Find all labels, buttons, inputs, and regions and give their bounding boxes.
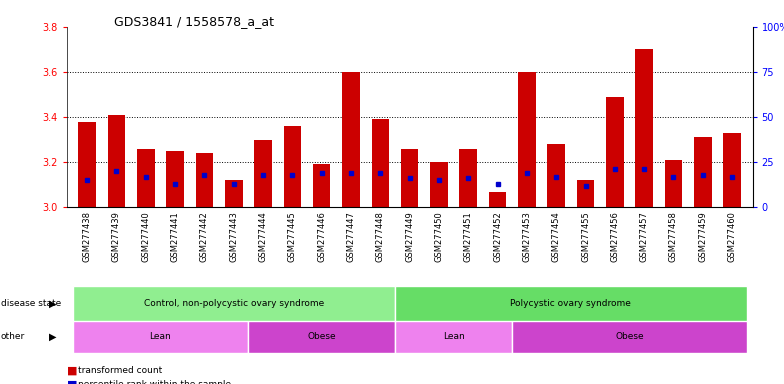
Text: ■: ■	[67, 380, 77, 384]
Text: ■: ■	[67, 366, 77, 376]
Bar	[665, 160, 682, 207]
Bar	[249, 321, 395, 353]
Bar	[342, 72, 360, 207]
Bar	[547, 144, 565, 207]
Text: GSM277458: GSM277458	[669, 211, 678, 262]
Text: percentile rank within the sample: percentile rank within the sample	[78, 380, 231, 384]
Text: GSM277445: GSM277445	[288, 211, 297, 262]
Text: Lean: Lean	[443, 333, 464, 341]
Bar	[459, 149, 477, 207]
Bar	[225, 180, 242, 207]
Text: GSM277442: GSM277442	[200, 211, 209, 262]
Bar	[635, 50, 653, 207]
Text: GSM277453: GSM277453	[522, 211, 532, 262]
Text: GSM277450: GSM277450	[434, 211, 444, 262]
Bar	[72, 321, 249, 353]
Text: GSM277460: GSM277460	[728, 211, 737, 262]
Text: disease state: disease state	[1, 299, 61, 308]
Text: GSM277447: GSM277447	[347, 211, 355, 262]
Text: GSM277457: GSM277457	[640, 211, 648, 262]
Bar	[107, 115, 125, 207]
Bar	[694, 137, 712, 207]
Text: Obese: Obese	[615, 333, 644, 341]
Text: GSM277438: GSM277438	[82, 211, 92, 262]
Text: GSM277440: GSM277440	[141, 211, 151, 262]
Bar	[606, 97, 623, 207]
Text: Control, non-polycystic ovary syndrome: Control, non-polycystic ovary syndrome	[143, 299, 324, 308]
Bar	[577, 180, 594, 207]
Text: GSM277448: GSM277448	[376, 211, 385, 262]
Text: Obese: Obese	[307, 333, 336, 341]
Bar	[72, 286, 395, 321]
Text: GSM277451: GSM277451	[464, 211, 473, 262]
Bar	[137, 149, 154, 207]
Text: GSM277454: GSM277454	[552, 211, 561, 262]
Text: GSM277439: GSM277439	[112, 211, 121, 262]
Bar	[372, 119, 389, 207]
Text: GSM277455: GSM277455	[581, 211, 590, 262]
Text: GSM277459: GSM277459	[699, 211, 707, 262]
Text: GSM277441: GSM277441	[171, 211, 180, 262]
Bar	[78, 122, 96, 207]
Text: GSM277449: GSM277449	[405, 211, 414, 262]
Bar	[488, 192, 506, 207]
Text: GSM277443: GSM277443	[229, 211, 238, 262]
Bar	[196, 153, 213, 207]
Bar	[401, 149, 419, 207]
Bar	[395, 321, 512, 353]
Bar	[512, 321, 747, 353]
Bar	[166, 151, 184, 207]
Text: ▶: ▶	[49, 332, 57, 342]
Text: GSM277456: GSM277456	[611, 211, 619, 262]
Text: GSM277444: GSM277444	[259, 211, 267, 262]
Text: GSM277452: GSM277452	[493, 211, 502, 262]
Bar	[395, 286, 747, 321]
Bar	[313, 164, 331, 207]
Bar	[430, 162, 448, 207]
Text: GDS3841 / 1558578_a_at: GDS3841 / 1558578_a_at	[114, 15, 274, 28]
Text: other: other	[1, 333, 25, 341]
Text: Lean: Lean	[150, 333, 172, 341]
Text: transformed count: transformed count	[78, 366, 162, 375]
Bar	[724, 133, 741, 207]
Text: ▶: ▶	[49, 298, 57, 308]
Text: Polycystic ovary syndrome: Polycystic ovary syndrome	[510, 299, 631, 308]
Bar	[254, 140, 272, 207]
Bar	[518, 72, 535, 207]
Text: GSM277446: GSM277446	[318, 211, 326, 262]
Bar	[284, 126, 301, 207]
